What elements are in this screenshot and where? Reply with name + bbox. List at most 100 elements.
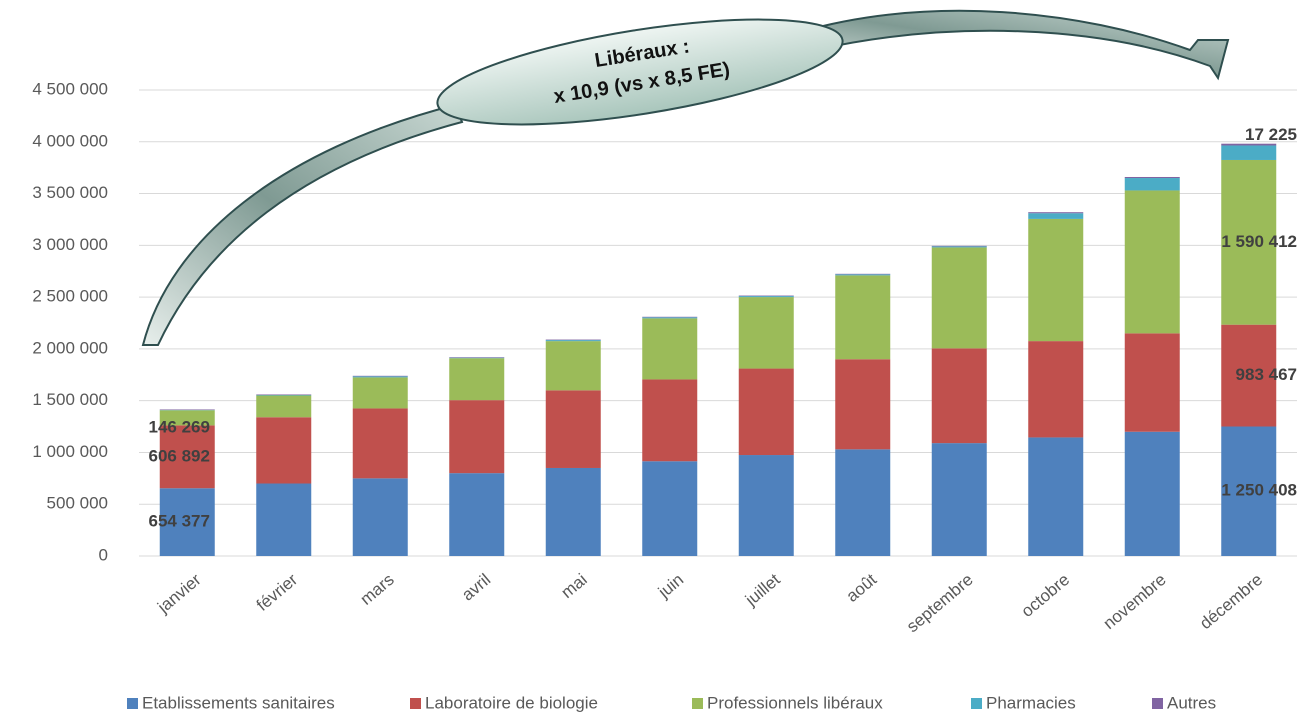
bar-segment [738, 297, 794, 369]
bar-segment [256, 395, 312, 418]
arrow-left [141, 103, 464, 346]
bar-segment [352, 375, 408, 377]
bar-segment [1028, 212, 1084, 214]
legend-label: Autres [1167, 693, 1216, 712]
x-tick-label: avril [458, 570, 494, 605]
x-tick-label: décembre [1196, 570, 1266, 633]
bar-segment [159, 488, 215, 556]
bar-segment [642, 461, 698, 556]
bar-segment [738, 455, 794, 556]
bar-segment [159, 425, 215, 489]
y-tick-label: 4 000 000 [32, 131, 108, 150]
y-tick-label: 500 000 [47, 494, 108, 513]
y-tick-label: 0 [99, 545, 108, 564]
y-tick-label: 1 000 000 [32, 442, 108, 461]
legend-swatch [1152, 698, 1163, 709]
bar-segment [545, 341, 601, 391]
x-tick-label: mai [557, 570, 590, 602]
bar-segment [449, 357, 505, 359]
x-tick-label: février [253, 570, 302, 615]
bar-segment [256, 483, 312, 556]
bar-segment [1221, 426, 1277, 556]
legend-label: Etablissements sanitaires [142, 693, 335, 712]
bar-segment [1221, 324, 1277, 427]
x-tick-label: août [843, 570, 881, 606]
bar-segment [642, 379, 698, 462]
bar-segment [642, 317, 698, 319]
data-label: 1 590 412 [1221, 232, 1297, 251]
bar-segment [545, 467, 601, 556]
legend-swatch [971, 698, 982, 709]
bar-segment [835, 274, 891, 276]
bar-segment [931, 348, 987, 444]
bar-segment [159, 410, 215, 426]
y-tick-label: 2 000 000 [32, 338, 108, 357]
bar-segment [835, 275, 891, 360]
bar-segment [352, 377, 408, 409]
bar-segment [449, 473, 505, 556]
bar-segment [545, 339, 601, 341]
bar-segment [835, 273, 891, 275]
annotation-bubble [436, 18, 844, 126]
bar-segment [931, 246, 987, 248]
bar-segment [256, 417, 312, 484]
bar-segment [1028, 341, 1084, 438]
legend-label: Pharmacies [986, 693, 1076, 712]
bar-segment [159, 409, 215, 410]
legend-label: Professionnels libéraux [707, 693, 883, 712]
bar-segment [1124, 176, 1180, 179]
y-tick-label: 4 500 000 [32, 79, 108, 98]
bar-segment [1124, 190, 1180, 334]
bar-segment [1124, 333, 1180, 432]
bar-segment [1221, 143, 1277, 146]
bar-segment [1124, 431, 1180, 556]
bar-segment [931, 245, 987, 247]
bar-segment [352, 376, 408, 378]
data-label: 17 225 [1245, 125, 1297, 144]
legend-swatch [127, 698, 138, 709]
bar-segment [352, 478, 408, 556]
y-tick-label: 2 500 000 [32, 287, 108, 306]
bar-segment [256, 394, 312, 396]
bar-segment [738, 295, 794, 297]
legend-swatch [692, 698, 703, 709]
bar-segment [931, 247, 987, 349]
bar-segment [835, 449, 891, 556]
x-tick-label: octobre [1018, 570, 1074, 621]
x-tick-label: septembre [903, 570, 977, 636]
data-label: 146 269 [149, 417, 210, 436]
x-tick-label: juin [654, 570, 687, 602]
bar-segment [642, 316, 698, 318]
data-label: 1 250 408 [1221, 481, 1297, 500]
y-tick-label: 3 500 000 [32, 183, 108, 202]
legend-swatch [410, 698, 421, 709]
bar-segment [931, 443, 987, 556]
data-label: 606 892 [149, 446, 210, 465]
legend-label: Laboratoire de biologie [425, 693, 598, 712]
y-tick-label: 1 500 000 [32, 390, 108, 409]
bar-segment [545, 390, 601, 468]
bar-segment [1028, 213, 1084, 219]
bar-segment [738, 296, 794, 298]
data-label: 983 467 [1236, 365, 1297, 384]
bar-segment [352, 408, 408, 479]
x-tick-label: juillet [741, 570, 784, 610]
bar-segment [738, 368, 794, 456]
data-label: 654 377 [149, 512, 210, 531]
bar-segment [1221, 159, 1277, 325]
bar-segment [1124, 178, 1180, 191]
bar-segment [1028, 218, 1084, 342]
x-tick-label: novembre [1100, 570, 1170, 633]
y-tick-label: 3 000 000 [32, 235, 108, 254]
x-tick-label: janvier [153, 570, 205, 618]
bar-segment [835, 359, 891, 450]
bar-segment [1028, 437, 1084, 556]
bar-segment [449, 358, 505, 401]
arrow-right [798, 9, 1230, 81]
bar-segment [256, 394, 312, 395]
bar-segment [449, 357, 505, 358]
bar-segment [642, 318, 698, 380]
x-tick-label: mars [357, 570, 398, 609]
bar-segment [545, 340, 601, 342]
